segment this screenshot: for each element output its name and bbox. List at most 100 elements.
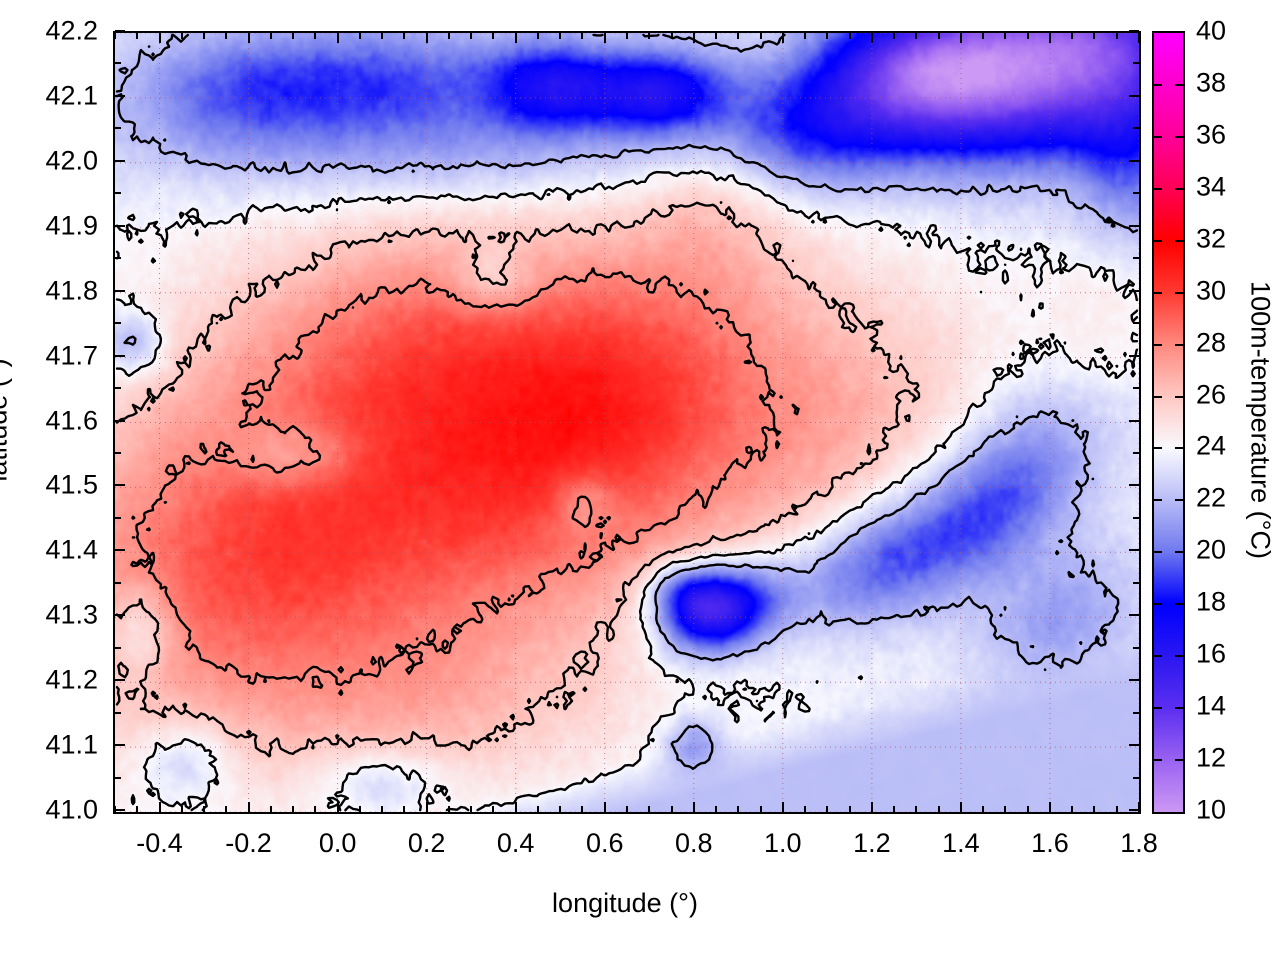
colorbar-tick-label: 14 [1196, 690, 1227, 721]
y-minor-tick [115, 451, 121, 454]
contour-lines [115, 33, 1139, 812]
y-major-tick-right [1129, 354, 1139, 357]
x-major-tick-top [781, 33, 784, 43]
x-minor-tick [937, 806, 940, 812]
x-major-tick-top [514, 33, 517, 43]
x-tick-label: 1.0 [764, 828, 802, 858]
y-minor-tick [115, 516, 121, 519]
colorbar-tick-label: 28 [1196, 327, 1227, 358]
colorbar-tick [1154, 655, 1162, 658]
colorbar-tick [1175, 239, 1183, 242]
x-minor-tick-top [470, 33, 473, 39]
x-minor-tick [670, 806, 673, 812]
y-tick-label: 41.4 [45, 534, 98, 565]
y-tick-label: 42.1 [45, 80, 98, 111]
y-tick-label: 42.0 [45, 145, 98, 176]
x-major-tick [336, 802, 339, 812]
colorbar-tick [1154, 499, 1162, 502]
y-minor-tick-right [1133, 581, 1139, 584]
colorbar-tick [1175, 343, 1183, 346]
x-minor-tick-top [937, 33, 940, 39]
x-minor-tick-top [715, 33, 718, 39]
x-minor-tick [759, 806, 762, 812]
colorbar [1152, 31, 1185, 814]
y-tick-label: 42.2 [45, 15, 98, 46]
x-minor-tick-top [536, 33, 539, 39]
y-major-tick [115, 30, 125, 32]
colorbar-tick-label: 36 [1196, 119, 1227, 150]
y-minor-tick-right [1133, 776, 1139, 779]
x-tick-label: -0.4 [136, 828, 183, 858]
colorbar-tick [1154, 551, 1162, 554]
colorbar-tick-label: 18 [1196, 586, 1227, 617]
colorbar-tick [1175, 551, 1183, 554]
x-major-tick-top [1138, 33, 1140, 43]
y-major-tick-right [1129, 30, 1139, 32]
x-minor-tick-top [114, 33, 116, 39]
x-tick-label: -0.2 [225, 828, 272, 858]
x-minor-tick-top [447, 33, 450, 39]
x-minor-tick [982, 806, 985, 812]
x-major-tick-top [158, 33, 161, 43]
x-tick-label: 0.6 [585, 828, 624, 858]
y-minor-tick-right [1133, 127, 1139, 130]
x-minor-tick [358, 806, 361, 812]
colorbar-tick [1175, 499, 1183, 502]
colorbar-tick [1154, 187, 1162, 190]
colorbar-tick [1154, 291, 1162, 294]
x-minor-tick-top [559, 33, 562, 39]
x-minor-tick [915, 806, 918, 812]
y-tick-label: 41.9 [45, 210, 98, 241]
y-tick-label: 41.2 [45, 664, 98, 695]
colorbar-tick [1175, 707, 1183, 710]
x-axis-title: longitude (°) [552, 888, 698, 918]
x-minor-tick-top [269, 33, 272, 39]
y-minor-tick-right [1133, 322, 1139, 325]
y-minor-tick-right [1133, 711, 1139, 714]
colorbar-tick [1175, 759, 1183, 762]
x-minor-tick [136, 806, 139, 812]
x-minor-tick-top [314, 33, 317, 39]
y-major-tick-right [1129, 289, 1139, 292]
x-major-tick-top [959, 33, 962, 43]
colorbar-tick-label: 22 [1196, 482, 1227, 513]
y-minor-tick [115, 322, 121, 325]
x-minor-tick-top [893, 33, 896, 39]
y-minor-tick [115, 257, 121, 260]
y-minor-tick [115, 192, 121, 195]
x-major-tick [1048, 802, 1051, 812]
colorbar-tick [1175, 187, 1183, 190]
y-tick-label: 41.0 [45, 794, 98, 825]
x-minor-tick [848, 806, 851, 812]
x-minor-tick [447, 806, 450, 812]
x-minor-tick [403, 806, 406, 812]
y-major-tick [115, 549, 125, 552]
x-minor-tick-top [1093, 33, 1096, 39]
x-minor-tick [269, 806, 272, 812]
y-major-tick [115, 224, 125, 227]
x-minor-tick-top [403, 33, 406, 39]
y-major-tick-right [1129, 809, 1139, 811]
x-tick-label: 1.8 [1120, 828, 1158, 858]
x-major-tick-top [692, 33, 695, 43]
x-tick-label: 0.0 [318, 828, 357, 858]
x-tick-label: 1.6 [1031, 828, 1069, 858]
y-minor-tick [115, 127, 121, 130]
y-minor-tick-right [1133, 451, 1139, 454]
x-major-tick-top [1048, 33, 1051, 43]
x-minor-tick-top [180, 33, 183, 39]
x-major-tick [1138, 802, 1140, 812]
x-major-tick [158, 802, 161, 812]
x-minor-tick [1093, 806, 1096, 812]
y-minor-tick [115, 776, 121, 779]
y-minor-tick [115, 646, 121, 649]
y-minor-tick-right [1133, 646, 1139, 649]
x-minor-tick-top [982, 33, 985, 39]
x-major-tick [781, 802, 784, 812]
x-minor-tick-top [848, 33, 851, 39]
y-major-tick [115, 354, 125, 357]
y-minor-tick [115, 711, 121, 714]
colorbar-tick [1154, 343, 1162, 346]
colorbar-tick-label: 16 [1196, 638, 1227, 669]
y-major-tick [115, 419, 125, 422]
